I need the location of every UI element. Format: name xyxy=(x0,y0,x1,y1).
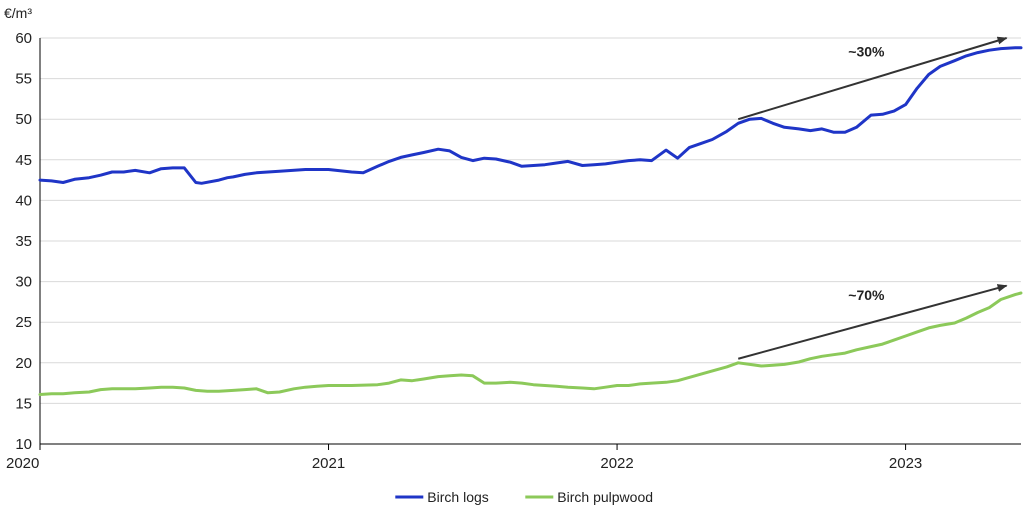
trend-annotations: ~30% ~70% xyxy=(737,36,1008,360)
x-tick-label: 2020 xyxy=(6,455,39,472)
series-line-birch-logs xyxy=(38,46,1023,185)
x-tick-label: 2023 xyxy=(889,455,922,472)
legend-label: Birch pulpwood xyxy=(557,489,653,505)
legend: Birch logs Birch pulpwood xyxy=(395,489,653,505)
trend-annotation-label: ~30% xyxy=(848,44,885,60)
y-tick-label: 10 xyxy=(15,436,32,453)
y-tick-label: 55 xyxy=(15,71,32,88)
trend-arrow xyxy=(737,284,1008,360)
series-line-birch-pulpwood xyxy=(38,291,1023,396)
y-tick-label: 50 xyxy=(15,111,32,128)
y-tick-label: 20 xyxy=(15,355,32,372)
trend-annotation-label: ~70% xyxy=(848,287,885,303)
trend-arrow xyxy=(737,36,1008,121)
x-tick-label: 2022 xyxy=(600,455,633,472)
y-axis-unit-label: €/m³ xyxy=(4,5,32,21)
y-tick-label: 35 xyxy=(15,233,32,250)
y-tick-label: 30 xyxy=(15,274,32,291)
y-tick-label: 15 xyxy=(15,395,32,412)
axes: 10 15 20 25 30 35 40 45 50 55 60 2020 2021 2022 2023 xyxy=(6,30,1021,472)
y-tick-label: 45 xyxy=(15,152,32,169)
y-tick-label: 25 xyxy=(15,314,32,331)
y-tick-label: 40 xyxy=(15,192,32,209)
x-tick-label: 2021 xyxy=(312,455,345,472)
y-tick-label: 60 xyxy=(15,30,32,47)
gridlines xyxy=(40,37,1021,404)
series-lines xyxy=(38,46,1023,396)
legend-label: Birch logs xyxy=(427,489,488,505)
legend-item: Birch pulpwood xyxy=(525,489,653,505)
legend-item: Birch logs xyxy=(395,489,489,505)
